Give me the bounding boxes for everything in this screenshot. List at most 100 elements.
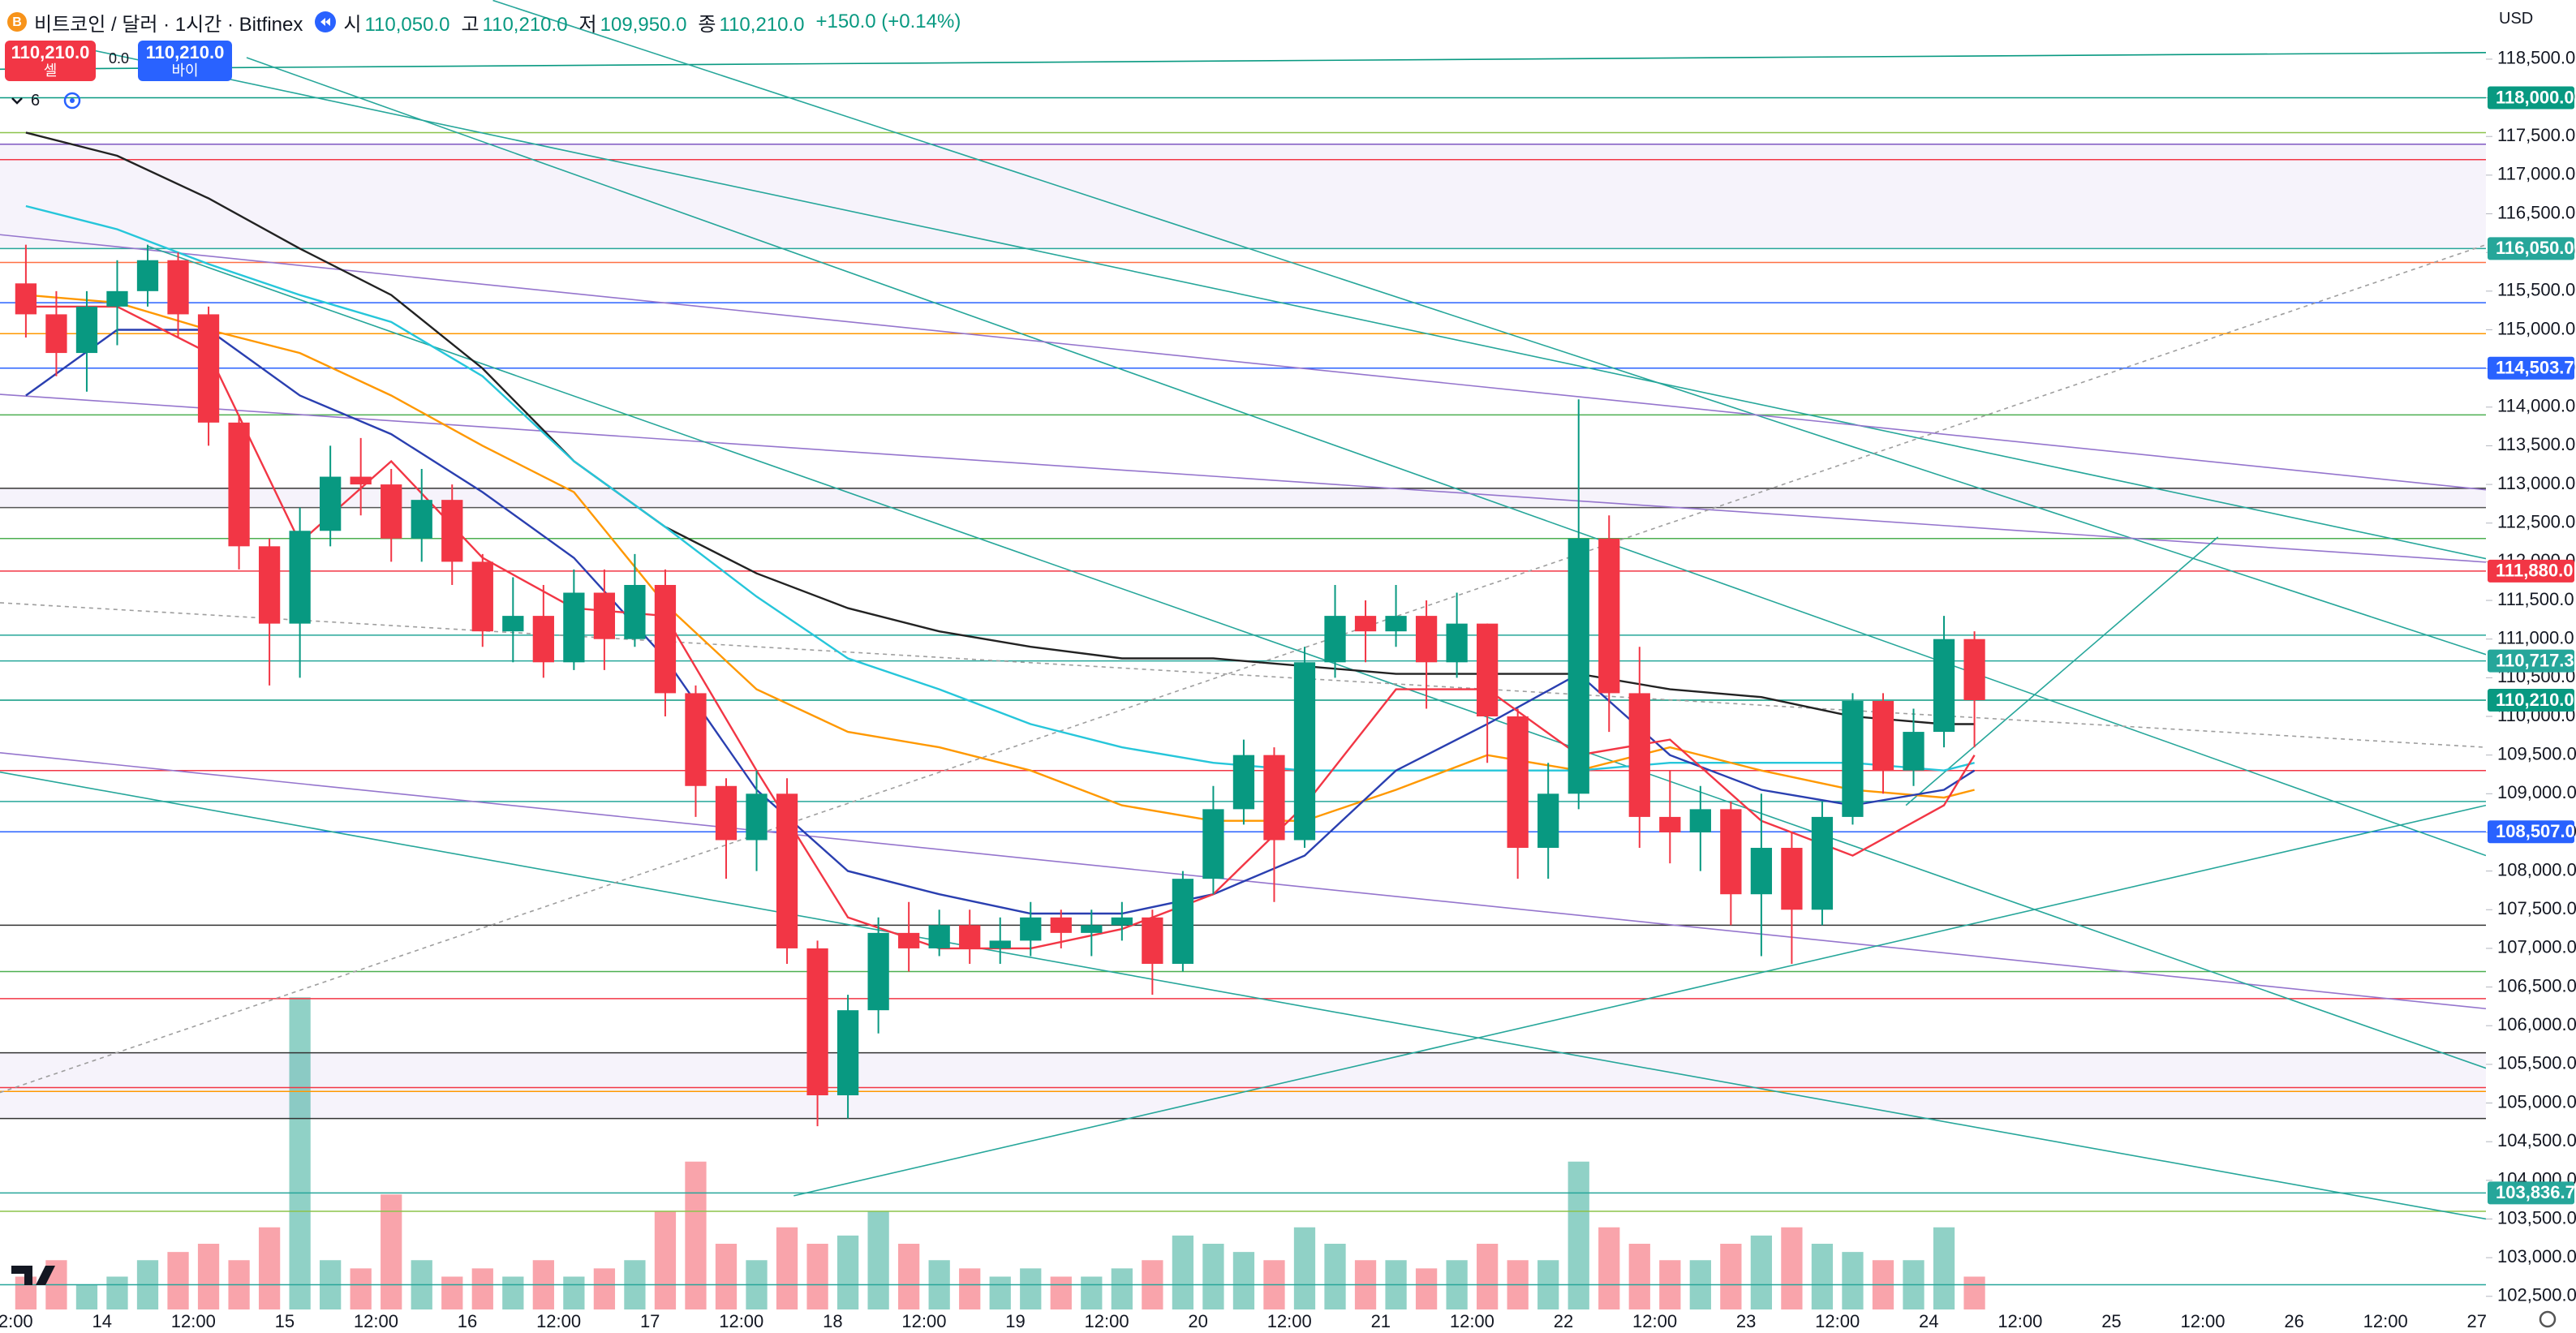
symbol-row: B 비트코인 / 달러 · 1시간 · Bitfinex 시 110,050.0 고…	[6, 8, 961, 37]
shaded-zone	[0, 488, 2486, 508]
sell-label: 셀	[43, 62, 58, 79]
candle-body	[350, 476, 372, 485]
sell-button[interactable]: 110,210.0 셀	[5, 41, 96, 81]
y-tick-label: 108,000.0	[2497, 859, 2576, 879]
x-tick-label: 12:00	[1267, 1311, 1312, 1331]
ohlc-label: 저	[578, 13, 597, 36]
x-tick-label: 15	[275, 1311, 295, 1331]
volume-bar	[1081, 1276, 1103, 1309]
x-tick-label: 12:00	[901, 1311, 946, 1331]
volume-bar	[167, 1252, 189, 1309]
y-tick-label: 107,500.0	[2497, 898, 2576, 918]
candle-body	[1628, 693, 1650, 817]
price-label-box	[2488, 356, 2574, 380]
price-label: 111,880.0	[2496, 561, 2573, 581]
ohlc-values: 시 110,050.0 고 110,210.0 저 109,950.0 종 110,210.0	[343, 8, 815, 37]
x-tick-label: 18	[823, 1311, 842, 1331]
chevron-icon	[11, 97, 23, 105]
settings-icon[interactable]	[2539, 1310, 2557, 1328]
candle-body	[228, 422, 250, 547]
x-tick-label: 21	[1371, 1311, 1391, 1331]
candle-body	[15, 283, 37, 315]
candle-body	[136, 260, 159, 291]
x-tick-label: 24	[1919, 1311, 1938, 1331]
candle-body	[1081, 925, 1103, 933]
symbol-title[interactable]: 비트코인 / 달러 · 1시간 · Bitfinex	[34, 13, 303, 36]
x-tick-label: 12:00	[354, 1311, 398, 1331]
y-tick-label: 111,000.0	[2497, 628, 2574, 648]
candle-body	[806, 948, 828, 1096]
ohlc-label: 종	[698, 13, 716, 36]
x-tick-label: 12:00	[719, 1311, 763, 1331]
volume-bar	[441, 1276, 463, 1309]
candle-body	[898, 932, 920, 948]
candle-body	[1324, 616, 1346, 663]
trendline	[1905, 536, 2219, 806]
volume-bar	[959, 1268, 981, 1309]
candle-body	[1293, 662, 1316, 841]
candle-body	[1933, 639, 1955, 733]
volume-bar	[1202, 1244, 1224, 1309]
volume-bar	[836, 1235, 859, 1309]
y-tick-label: 116,500.0	[2497, 202, 2575, 222]
candle-body	[441, 500, 463, 562]
y-tick-label: 114,000.0	[2497, 396, 2575, 416]
candle-body	[411, 500, 432, 539]
indicators-toggle[interactable]: 6	[10, 91, 82, 110]
bitcoin-icon: B	[7, 12, 27, 32]
y-tick-label: 115,500.0	[2497, 280, 2575, 300]
candle-body	[1202, 809, 1224, 879]
price-label: 116,050.0	[2496, 238, 2574, 258]
candle-body	[1750, 848, 1773, 895]
x-tick-label: 19	[1005, 1311, 1025, 1331]
trendline	[0, 393, 2486, 563]
volume-bar	[1811, 1244, 1834, 1309]
volume-bar	[1172, 1235, 1194, 1309]
volume-bar	[1933, 1227, 1955, 1309]
volume-bar	[806, 1244, 828, 1309]
candle-body	[1903, 732, 1924, 771]
x-tick-label: 12:00	[1085, 1311, 1129, 1331]
x-tick-label: 12:00	[536, 1311, 581, 1331]
ohlc-value: 109,950.0	[600, 13, 687, 36]
candle-body	[197, 314, 220, 423]
currency[interactable]: USD	[2499, 10, 2534, 28]
y-tick-label: 117,500.0	[2497, 125, 2575, 145]
sync-icon[interactable]	[62, 91, 82, 110]
x-tick-label: 22	[1554, 1311, 1573, 1331]
buy-button[interactable]: 110,210.0 바이	[138, 41, 232, 81]
candle-body	[1111, 917, 1133, 926]
candle-body	[746, 793, 768, 841]
candle-body	[1477, 623, 1499, 717]
volume-bar	[106, 1276, 128, 1309]
candle-body	[685, 693, 707, 786]
candle-body	[593, 592, 616, 639]
ohlc-label: 시	[343, 13, 362, 36]
price-label: 118,000.0	[2496, 87, 2574, 107]
candle-body	[1507, 716, 1529, 849]
volume-bar	[1324, 1244, 1346, 1309]
price-label-box	[2488, 649, 2574, 673]
volume-bar	[502, 1276, 524, 1309]
price-label-box	[2488, 688, 2574, 712]
candle-body	[867, 932, 889, 1011]
trendline	[65, 44, 2486, 560]
indicator-count: 6	[31, 91, 41, 110]
candle-body	[1446, 623, 1468, 663]
volume-bar	[1293, 1227, 1316, 1309]
trendline	[246, 57, 2486, 857]
candle-body	[1811, 816, 1834, 910]
sell-price: 110,210.0	[11, 42, 90, 62]
volume-bar	[1963, 1276, 1985, 1309]
y-tick-label: 111,500.0	[2497, 589, 2574, 609]
volume-bar	[654, 1210, 677, 1309]
volume-bar	[1720, 1244, 1742, 1309]
candle-body	[1142, 917, 1163, 964]
replay-icon[interactable]	[314, 11, 337, 33]
candle-body	[624, 584, 646, 639]
volume-bar	[1598, 1227, 1620, 1309]
volume-bar	[989, 1276, 1011, 1309]
volume-bar	[1781, 1227, 1803, 1309]
svg-text:B: B	[12, 15, 22, 29]
